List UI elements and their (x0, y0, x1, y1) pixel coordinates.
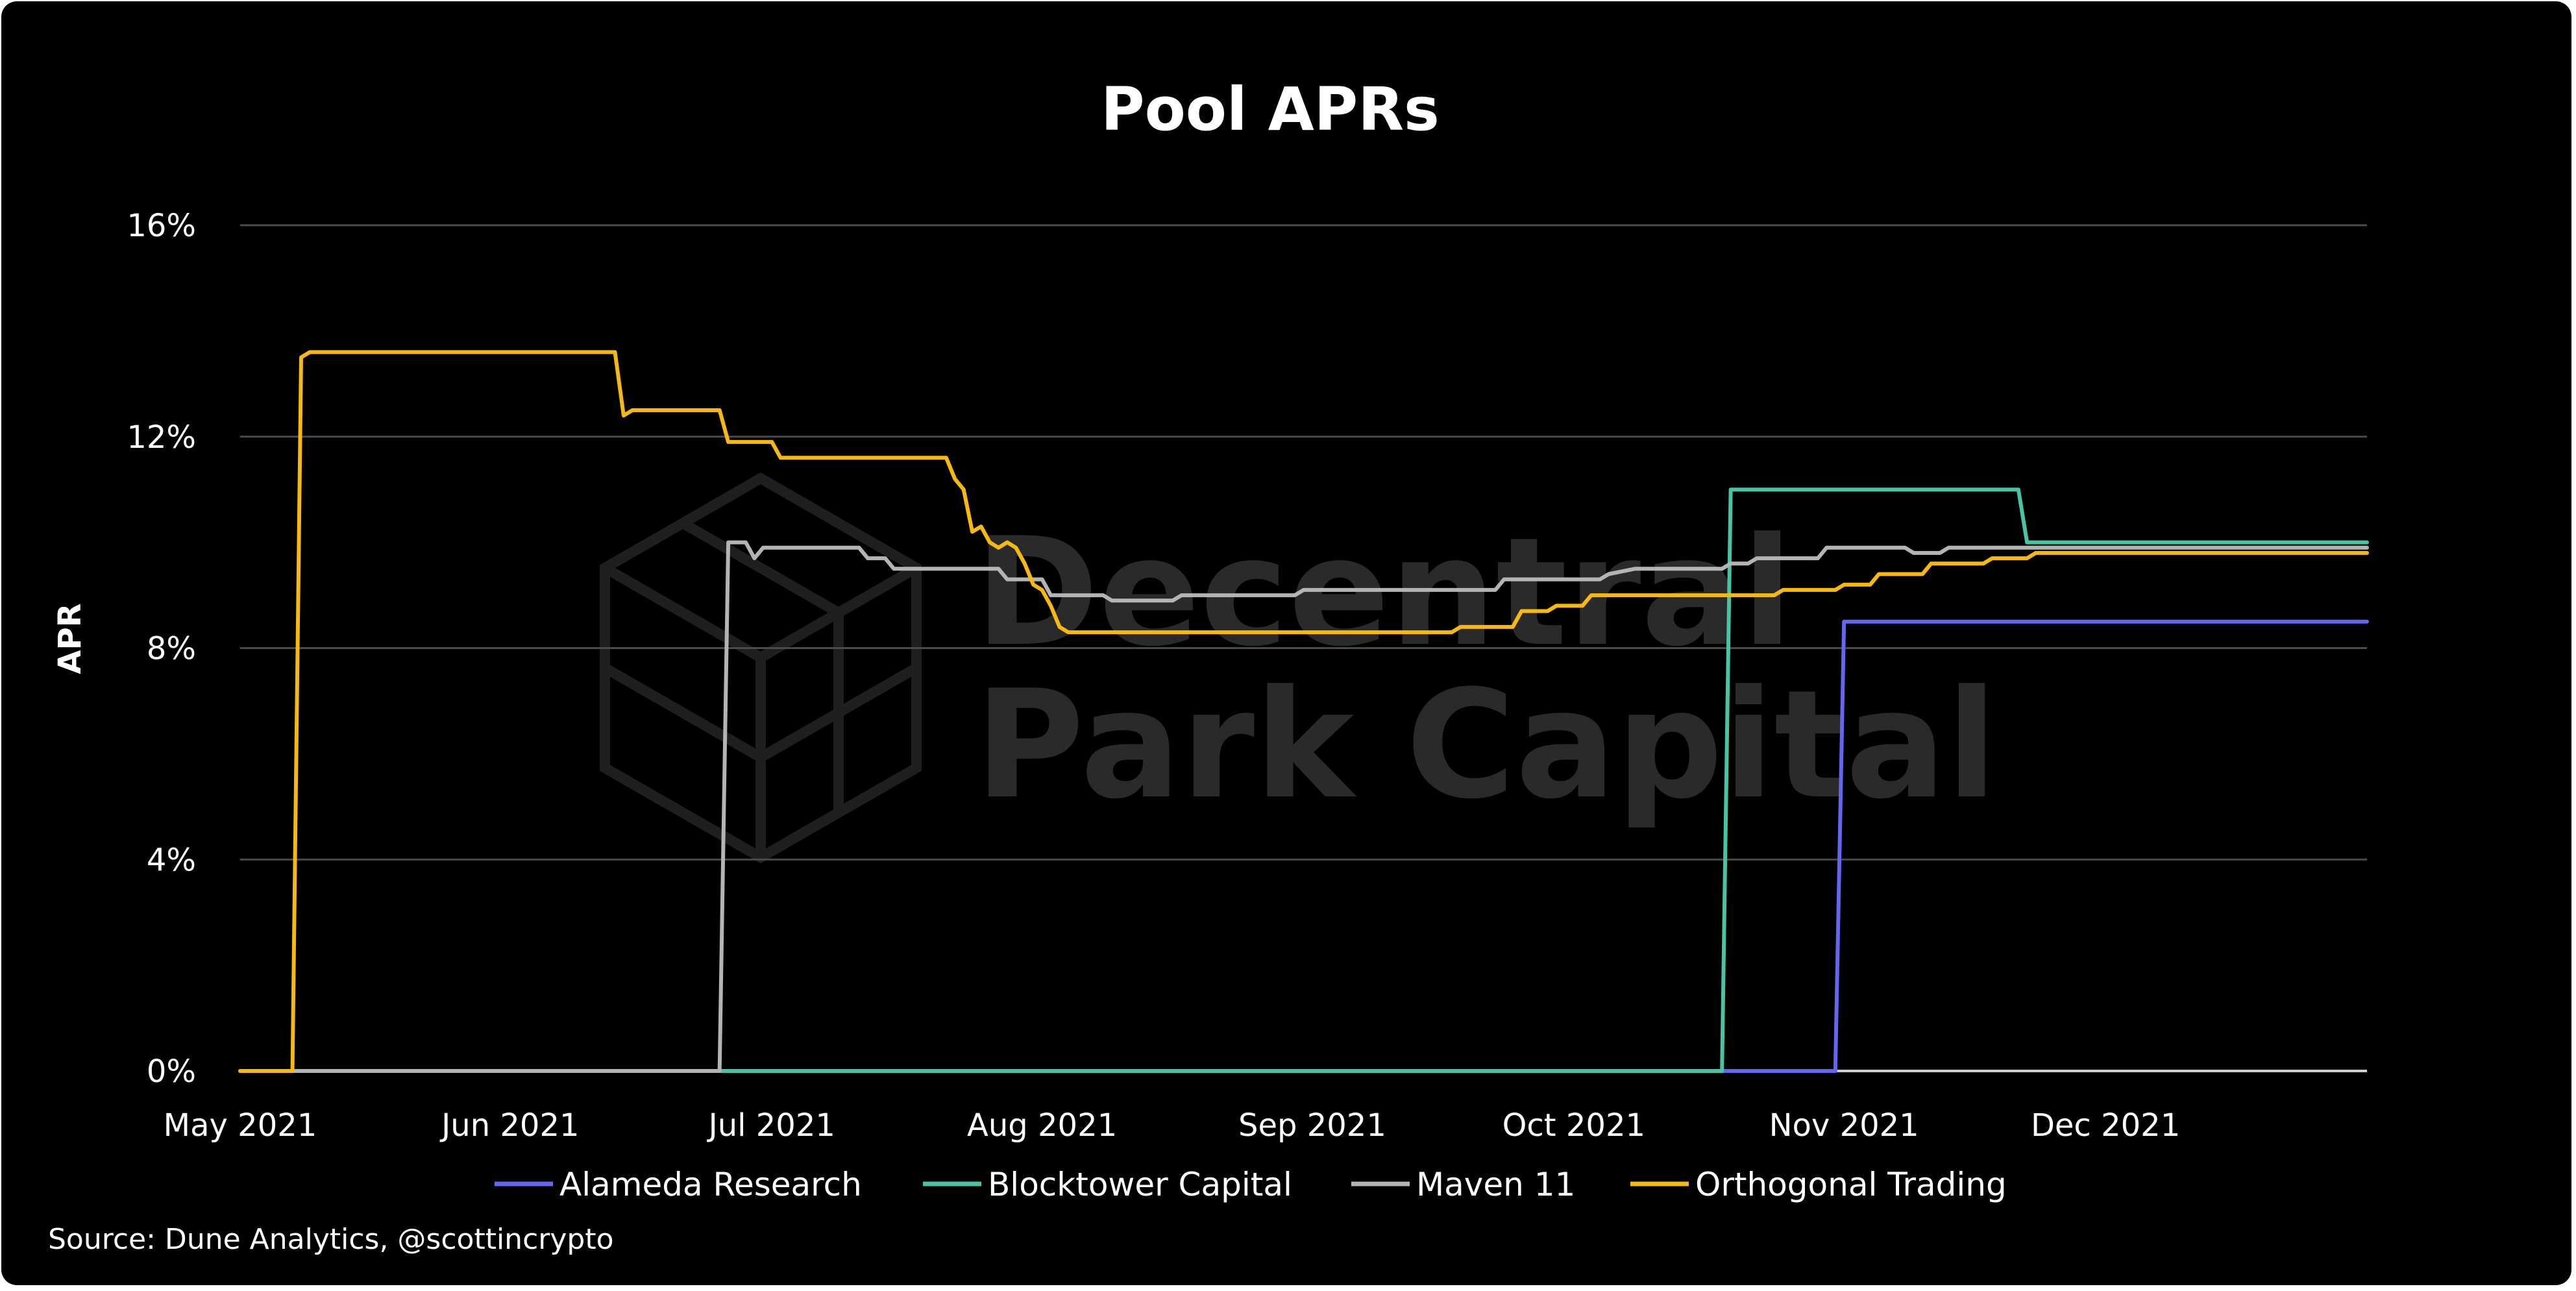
x-axis-ticks: May 2021 Jun 2021 Jul 2021 Aug 2021 Sep 2021… (164, 1107, 2181, 1144)
watermark-line-1: Decentral (975, 506, 1793, 680)
x-tick-label: May 2021 (164, 1107, 317, 1144)
legend-label: Maven 11 (1416, 1166, 1575, 1203)
x-tick-label: Jul 2021 (707, 1107, 835, 1144)
y-tick-label: 12% (127, 419, 196, 456)
x-tick-label: Aug 2021 (967, 1107, 1117, 1144)
x-tick-label: Sep 2021 (1238, 1107, 1386, 1144)
source-note: Source: Dune Analytics, @scottincrypto (48, 1223, 614, 1256)
series-line (1720, 619, 2369, 1073)
chart-title: Pool APRs (1101, 75, 1440, 144)
y-axis-label: APR (52, 603, 88, 674)
y-tick-label: 16% (127, 208, 196, 244)
x-tick-label: Dec 2021 (2031, 1107, 2180, 1144)
series-line (290, 540, 2369, 1073)
series-lines (238, 350, 2369, 1073)
x-tick-label: Nov 2021 (1769, 1107, 1919, 1144)
y-tick-label: 8% (147, 631, 196, 667)
series-line (717, 487, 2369, 1073)
y-tick-label: 0% (147, 1053, 196, 1090)
legend-label: Blocktower Capital (988, 1166, 1292, 1203)
watermark-line-2: Park Capital (975, 659, 1998, 832)
legend-label: Alameda Research (559, 1166, 862, 1203)
legend-label: Orthogonal Trading (1695, 1166, 2007, 1203)
legend: Alameda Research Blocktower Capital Maven … (495, 1166, 2007, 1203)
y-tick-label: 4% (147, 842, 196, 878)
watermark-logo-icon (600, 472, 922, 864)
series-line (238, 350, 2369, 1073)
x-tick-label: Oct 2021 (1503, 1107, 1645, 1144)
x-tick-label: Jun 2021 (439, 1107, 579, 1144)
y-axis-ticks: 0% 4% 8% 12% 16% (127, 208, 196, 1090)
